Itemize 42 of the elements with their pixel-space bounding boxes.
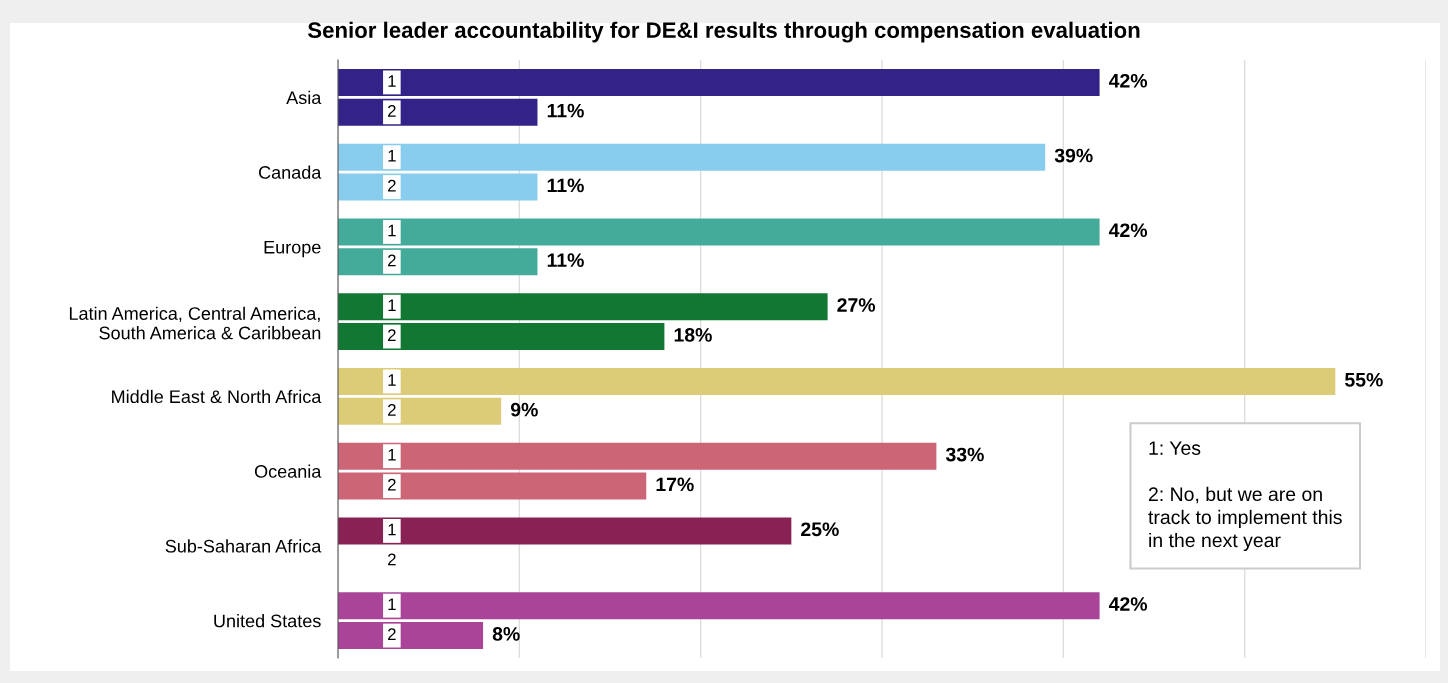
chart-title: Senior leader accountability for DE&I results through compensation evaluation xyxy=(307,21,1140,43)
data-label: 42% xyxy=(1108,73,1148,88)
text: 2 xyxy=(388,179,396,192)
text: 2 xyxy=(388,404,396,416)
text: 2 xyxy=(388,628,396,640)
y-tick-label: United States xyxy=(214,614,321,628)
data-label: 55% xyxy=(1345,372,1383,387)
text: 1 xyxy=(388,150,396,162)
data-label: 17% xyxy=(656,477,694,492)
data-label: 42% xyxy=(1108,223,1148,238)
text: 2 xyxy=(388,553,396,566)
y-tick-label: Europe xyxy=(264,241,321,258)
data-label: 27% xyxy=(837,298,876,312)
series-label: 2 xyxy=(388,105,396,117)
text: 1: Yes 2: No, but we are on track to implement this in the next year xyxy=(1148,441,1342,552)
data-label: 33% xyxy=(945,447,984,462)
data-label: 11% xyxy=(547,103,584,118)
text: 1 xyxy=(388,449,396,461)
series-label: 1 xyxy=(388,299,396,311)
data-label: 8% xyxy=(492,627,520,641)
y-tick-label: Asia xyxy=(286,90,322,105)
data-label: 11% xyxy=(547,178,584,193)
data-label: 39% xyxy=(1054,148,1093,163)
text: 2 xyxy=(388,254,396,267)
text: 2 xyxy=(388,478,396,491)
y-tick-label: Oceania xyxy=(254,464,322,478)
text: 1 xyxy=(388,523,396,536)
bar xyxy=(338,517,792,545)
text: 1 xyxy=(388,75,396,87)
data-label: 42% xyxy=(1108,597,1148,611)
data-label: 25% xyxy=(801,522,839,537)
y-tick-label: Latin America, Central America, South America & Caribbean xyxy=(69,306,321,340)
y-tick-label: Canada xyxy=(259,165,322,179)
data-label: 18% xyxy=(674,328,712,342)
text: 2 xyxy=(388,329,396,341)
text: 1 xyxy=(388,374,396,386)
y-tick-label: Sub-Saharan Africa xyxy=(165,539,322,553)
text: 1 xyxy=(388,224,396,237)
data-label: 11% xyxy=(547,253,584,268)
y-tick-label: Middle East & North Africa xyxy=(112,389,322,404)
data-label: 9% xyxy=(510,402,538,417)
text: 1 xyxy=(388,598,396,610)
